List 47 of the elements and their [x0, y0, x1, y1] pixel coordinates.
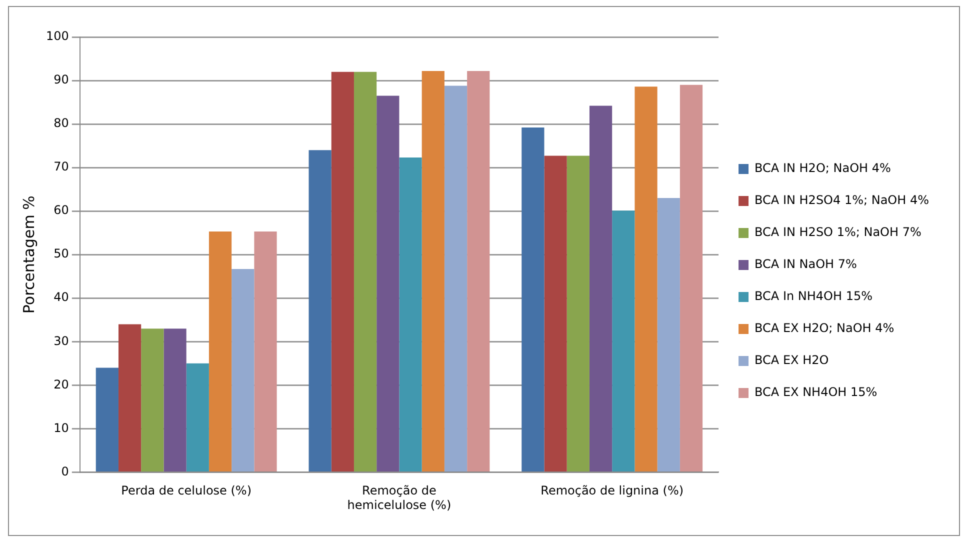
- y-tick-label: 100: [46, 29, 69, 44]
- y-tick-label: 10: [54, 420, 69, 435]
- bar: [141, 328, 164, 472]
- x-tick-label: Remoção de lignina (%): [540, 484, 684, 498]
- y-tick-label: 90: [54, 72, 69, 87]
- bar: [376, 96, 400, 472]
- bar: [566, 156, 590, 472]
- x-tick-label: Perda de celulose (%): [121, 484, 252, 498]
- bar: [354, 72, 377, 472]
- bar: [522, 128, 544, 472]
- y-tick-label: 60: [54, 203, 69, 218]
- legend-label: BCA IN H2SO 1%; NaOH 7%: [754, 225, 922, 240]
- bar: [589, 106, 612, 472]
- y-tick-label: 70: [54, 160, 69, 174]
- bar: [680, 84, 703, 472]
- legend-label: BCA EX NH4OH 15%: [754, 385, 878, 400]
- x-tick-label: Remoção de hemicelulose (%): [347, 484, 452, 512]
- bar: [96, 368, 118, 472]
- y-tick-label: 30: [54, 334, 69, 348]
- bar: [164, 328, 186, 472]
- y-tick-label: 50: [54, 246, 69, 261]
- legend-label: BCA IN NaOH 7%: [754, 257, 857, 272]
- bar: [612, 210, 635, 472]
- bar: [118, 324, 142, 472]
- bar: [544, 156, 567, 472]
- legend-label: BCA IN H2SO4 1%; NaOH 4%: [754, 193, 929, 208]
- legend-label: BCA In NH4OH 15%: [754, 289, 873, 304]
- y-tick-label: 80: [54, 116, 69, 130]
- bar: [657, 198, 680, 472]
- legend-label: BCA EX H2O; NaOH 4%: [754, 321, 894, 336]
- bar: [422, 70, 444, 472]
- legend-label: BCA EX H2O: [754, 353, 829, 368]
- bar: [186, 363, 209, 472]
- y-tick-label: 40: [54, 290, 69, 304]
- bar: [331, 72, 354, 472]
- y-axis-title: Porcentagem %: [20, 196, 38, 314]
- y-tick-label: 0: [61, 464, 69, 478]
- bar: [208, 232, 232, 472]
- y-tick-label: 20: [54, 377, 69, 392]
- bar: [634, 86, 658, 472]
- bar: [467, 70, 490, 472]
- bar: [232, 268, 254, 472]
- bar: [444, 86, 468, 472]
- legend-label: BCA IN H2O; NaOH 4%: [754, 161, 891, 176]
- bar: [254, 232, 277, 472]
- bar: [308, 150, 332, 472]
- bar: [399, 158, 422, 472]
